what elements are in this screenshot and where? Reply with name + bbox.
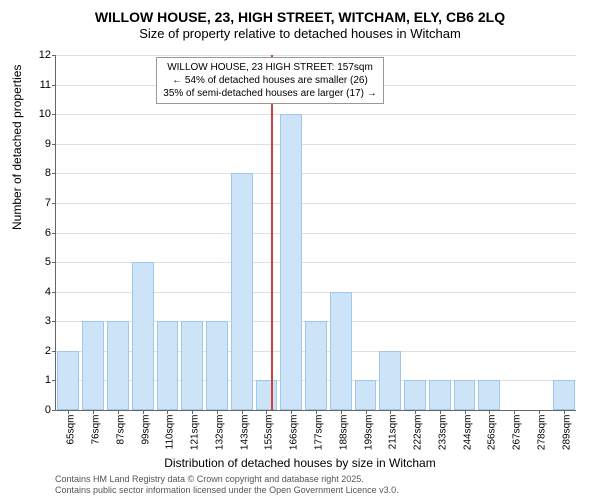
x-tick [68, 410, 69, 414]
gridline [56, 114, 576, 115]
x-tick [291, 410, 292, 414]
gridline [56, 144, 576, 145]
y-axis-label: Number of detached properties [10, 65, 24, 230]
y-tick-label: 1 [31, 374, 51, 386]
highlight-marker [271, 55, 273, 410]
bar [379, 351, 401, 410]
chart-container: WILLOW HOUSE, 23, HIGH STREET, WITCHAM, … [0, 0, 600, 500]
y-tick [52, 410, 56, 411]
bar [107, 321, 129, 410]
x-tick [341, 410, 342, 414]
annotation-line: ← 54% of detached houses are smaller (26… [163, 74, 376, 87]
gridline [56, 233, 576, 234]
y-tick [52, 85, 56, 86]
x-tick [440, 410, 441, 414]
bar [330, 292, 352, 410]
bar [429, 380, 451, 410]
bar [157, 321, 179, 410]
x-tick [217, 410, 218, 414]
annotation-callout: WILLOW HOUSE, 23 HIGH STREET: 157sqm ← 5… [156, 57, 383, 104]
annotation-line: WILLOW HOUSE, 23 HIGH STREET: 157sqm [163, 61, 376, 74]
y-tick-label: 4 [31, 286, 51, 298]
y-tick [52, 144, 56, 145]
bar [231, 173, 253, 410]
y-tick [52, 262, 56, 263]
bar [553, 380, 575, 410]
bar [355, 380, 377, 410]
bar [256, 380, 278, 410]
y-tick-label: 6 [31, 227, 51, 239]
y-tick-label: 5 [31, 256, 51, 268]
bar [305, 321, 327, 410]
bar [404, 380, 426, 410]
x-tick [93, 410, 94, 414]
y-tick-label: 7 [31, 197, 51, 209]
annotation-line: 35% of semi-detached houses are larger (… [163, 87, 376, 100]
x-tick [415, 410, 416, 414]
y-tick-label: 9 [31, 138, 51, 150]
y-tick [52, 292, 56, 293]
y-tick [52, 321, 56, 322]
x-tick [266, 410, 267, 414]
attribution-footer: Contains HM Land Registry data © Crown c… [55, 474, 399, 497]
chart-subtitle: Size of property relative to detached ho… [0, 26, 600, 43]
x-tick [167, 410, 168, 414]
y-tick [52, 203, 56, 204]
x-tick [564, 410, 565, 414]
plot-area: WILLOW HOUSE, 23 HIGH STREET: 157sqm ← 5… [55, 55, 576, 411]
bar [454, 380, 476, 410]
x-tick [514, 410, 515, 414]
y-tick-label: 10 [31, 108, 51, 120]
x-tick [118, 410, 119, 414]
x-axis-label: Distribution of detached houses by size … [0, 456, 600, 470]
y-tick-label: 2 [31, 345, 51, 357]
x-tick [192, 410, 193, 414]
bar [132, 262, 154, 410]
bar [82, 321, 104, 410]
chart-title: WILLOW HOUSE, 23, HIGH STREET, WITCHAM, … [0, 0, 600, 26]
y-tick-label: 8 [31, 167, 51, 179]
x-tick [143, 410, 144, 414]
y-tick [52, 55, 56, 56]
y-tick-label: 3 [31, 315, 51, 327]
bar [478, 380, 500, 410]
y-tick [52, 114, 56, 115]
bar [206, 321, 228, 410]
x-tick [390, 410, 391, 414]
y-tick [52, 173, 56, 174]
footer-line: Contains public sector information licen… [55, 485, 399, 496]
x-tick [242, 410, 243, 414]
y-tick-label: 12 [31, 49, 51, 61]
bar [280, 114, 302, 410]
gridline [56, 173, 576, 174]
gridline [56, 203, 576, 204]
x-tick [316, 410, 317, 414]
y-tick-label: 0 [31, 404, 51, 416]
x-tick [539, 410, 540, 414]
bar [57, 351, 79, 410]
gridline [56, 55, 576, 56]
y-tick [52, 351, 56, 352]
bar [181, 321, 203, 410]
y-tick [52, 380, 56, 381]
y-tick [52, 233, 56, 234]
x-tick [489, 410, 490, 414]
x-tick [366, 410, 367, 414]
x-tick [465, 410, 466, 414]
footer-line: Contains HM Land Registry data © Crown c… [55, 474, 399, 485]
y-tick-label: 11 [31, 79, 51, 91]
